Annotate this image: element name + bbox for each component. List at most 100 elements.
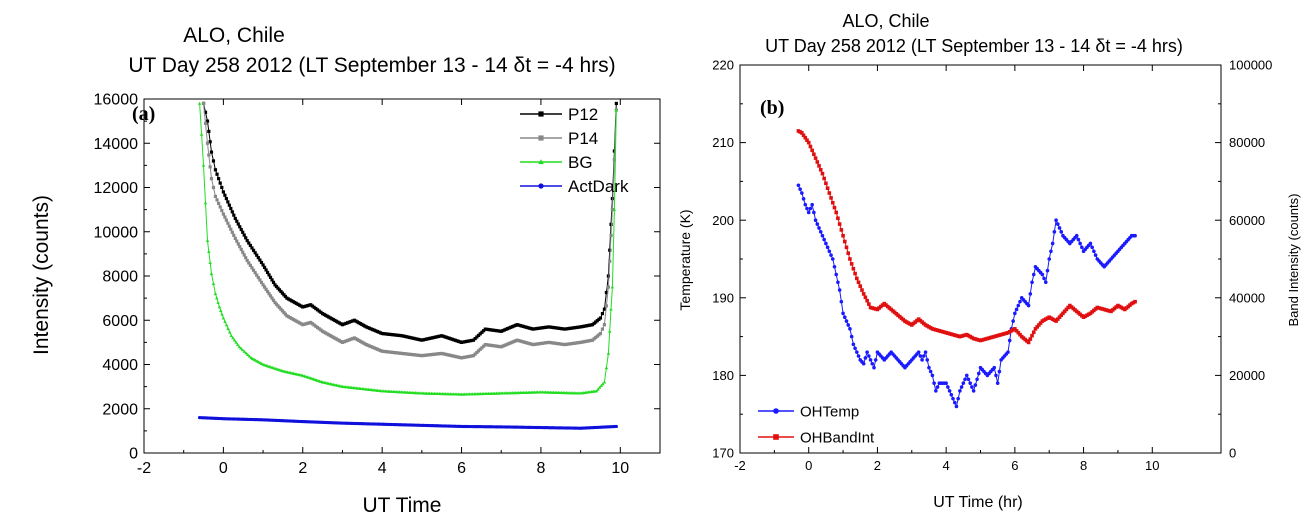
x-tick-label: 8	[536, 460, 545, 477]
data-point-OHTemp	[954, 404, 959, 409]
data-point-P14	[253, 271, 257, 275]
data-point-OHTemp	[830, 257, 835, 261]
data-point-BG	[201, 163, 206, 167]
data-point-P14	[610, 208, 614, 212]
data-point-OHTemp	[1007, 338, 1012, 343]
data-point-BG	[221, 316, 226, 320]
data-point-OHBandInt	[842, 239, 847, 244]
data-point-OHBandInt	[806, 140, 811, 145]
data-point-P14	[217, 201, 221, 206]
data-point-OHTemp	[834, 272, 838, 277]
data-point-OHTemp	[803, 202, 808, 207]
data-point-P12	[277, 288, 282, 292]
data-point-P14	[255, 273, 259, 277]
data-point-OHTemp	[976, 371, 981, 376]
data-point-OHTemp	[806, 210, 811, 215]
data-point-OHBandInt	[1061, 311, 1065, 316]
data-point-OHTemp	[865, 350, 869, 354]
data-point-OHBandInt	[825, 186, 830, 190]
data-point-OHTemp	[1059, 230, 1064, 234]
data-point-OHTemp	[930, 373, 935, 378]
panel-b-title-line1: ALO, Chile	[842, 11, 929, 31]
data-point-P12	[262, 265, 267, 270]
data-point-OHBandInt	[867, 302, 871, 306]
data-point-P14	[602, 323, 607, 327]
data-point-OHBandInt	[856, 280, 861, 285]
data-point-OHTemp	[851, 342, 856, 347]
y-tick-label: 14000	[94, 136, 139, 153]
x-tick-label: 0	[219, 460, 228, 477]
data-point-OHTemp	[1090, 245, 1094, 250]
data-point-P14	[608, 259, 612, 263]
y-tick-label: 190	[712, 290, 734, 305]
data-point-P12	[606, 274, 610, 278]
series-line-OHBandInt	[798, 130, 1136, 344]
y-tick-label: 4000	[102, 357, 138, 374]
data-point-P14	[600, 327, 605, 331]
data-point-OHTemp	[992, 365, 997, 370]
data-point-P14	[209, 177, 214, 181]
data-point-P14	[461, 355, 465, 360]
data-point-OHTemp	[1016, 303, 1021, 308]
data-point-OHBandInt	[805, 138, 809, 142]
data-point-BG	[231, 336, 235, 340]
data-point-BG	[223, 319, 227, 323]
data-point-P12	[235, 219, 239, 223]
data-point-OHTemp	[964, 373, 969, 378]
data-point-P14	[248, 263, 252, 267]
data-point-OHBandInt	[855, 276, 859, 281]
data-point-P12	[236, 222, 240, 226]
data-point-P14	[270, 296, 274, 300]
data-point-OHTemp	[970, 385, 974, 389]
legend-label-P14: P14	[568, 129, 598, 148]
data-point-P14	[230, 230, 234, 234]
data-point-OHTemp	[928, 369, 933, 374]
data-point-OHTemp	[963, 377, 967, 382]
data-point-P12	[238, 225, 242, 229]
data-point-OHTemp	[842, 315, 847, 320]
y-tick-label: 10000	[94, 224, 139, 241]
data-point-P12	[211, 159, 216, 163]
data-point-BG	[604, 366, 609, 370]
data-point-P14	[351, 336, 355, 341]
data-point-BG	[216, 300, 220, 304]
data-point-OHBandInt	[1054, 319, 1058, 323]
data-point-OHTemp	[1054, 218, 1058, 222]
data-point-OHTemp	[951, 396, 955, 401]
data-point-OHTemp	[818, 230, 823, 234]
data-point-BG	[237, 345, 242, 349]
data-point-P14	[262, 285, 267, 289]
data-point-P12	[344, 321, 348, 326]
data-point-P12	[226, 200, 230, 204]
data-point-P12	[475, 335, 479, 339]
data-point-OHBandInt	[841, 233, 845, 238]
data-point-OHBandInt	[837, 222, 842, 226]
y-tick-label: 6000	[102, 313, 138, 330]
data-point-OHTemp	[863, 356, 868, 360]
data-point-OHTemp	[952, 400, 957, 405]
data-point-P12	[608, 248, 612, 252]
data-point-BG	[609, 307, 613, 311]
panel-b-title-line2: UT Day 258 2012 (LT September 13 - 14 δt…	[765, 36, 1183, 56]
data-point-OHTemp	[1013, 311, 1017, 316]
data-point-P14	[267, 292, 271, 296]
data-point-BG	[197, 101, 202, 105]
data-point-P14	[315, 325, 320, 330]
data-point-P12	[480, 330, 484, 334]
data-point-P12	[205, 119, 210, 123]
data-point-P12	[255, 253, 259, 257]
data-point-P12	[340, 323, 345, 327]
x-tick-label: 10	[611, 460, 629, 477]
panel-b-ylabel-right: Band Intensity (counts)	[1286, 194, 1301, 327]
data-point-OHTemp	[1049, 249, 1053, 254]
data-point-OHBandInt	[808, 144, 813, 149]
data-point-OHTemp	[947, 389, 952, 393]
data-point-BG	[203, 201, 208, 205]
data-point-OHTemp	[994, 373, 998, 378]
data-point-BG	[217, 305, 222, 309]
data-point-P12	[209, 150, 214, 154]
data-point-P12	[232, 213, 236, 217]
data-point-OHBandInt	[1059, 313, 1064, 318]
data-point-OHTemp	[856, 354, 861, 358]
data-point-OHTemp	[997, 369, 1002, 374]
